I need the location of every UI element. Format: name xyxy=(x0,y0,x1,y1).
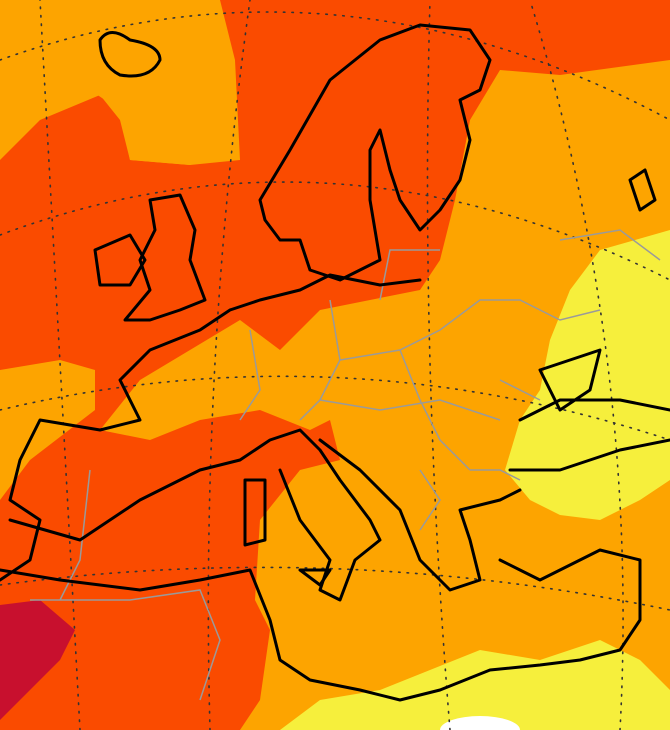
graticule xyxy=(0,11,670,121)
iceland-coast xyxy=(98,31,162,78)
mediterranean-coast xyxy=(0,438,642,702)
ireland-coast xyxy=(93,233,147,287)
country-borders xyxy=(30,229,661,701)
lake-coast xyxy=(628,168,657,212)
graticule xyxy=(207,0,251,730)
blank-patch xyxy=(440,716,520,730)
crimea-coast xyxy=(538,348,602,412)
graticule xyxy=(0,566,670,611)
scandinavia-coast xyxy=(258,23,492,282)
island-coast xyxy=(298,568,332,587)
black-sea-coast xyxy=(508,398,670,472)
island-coast xyxy=(243,478,267,547)
mild-anomaly-region xyxy=(280,640,670,730)
strong-anomaly-patch xyxy=(0,600,75,720)
